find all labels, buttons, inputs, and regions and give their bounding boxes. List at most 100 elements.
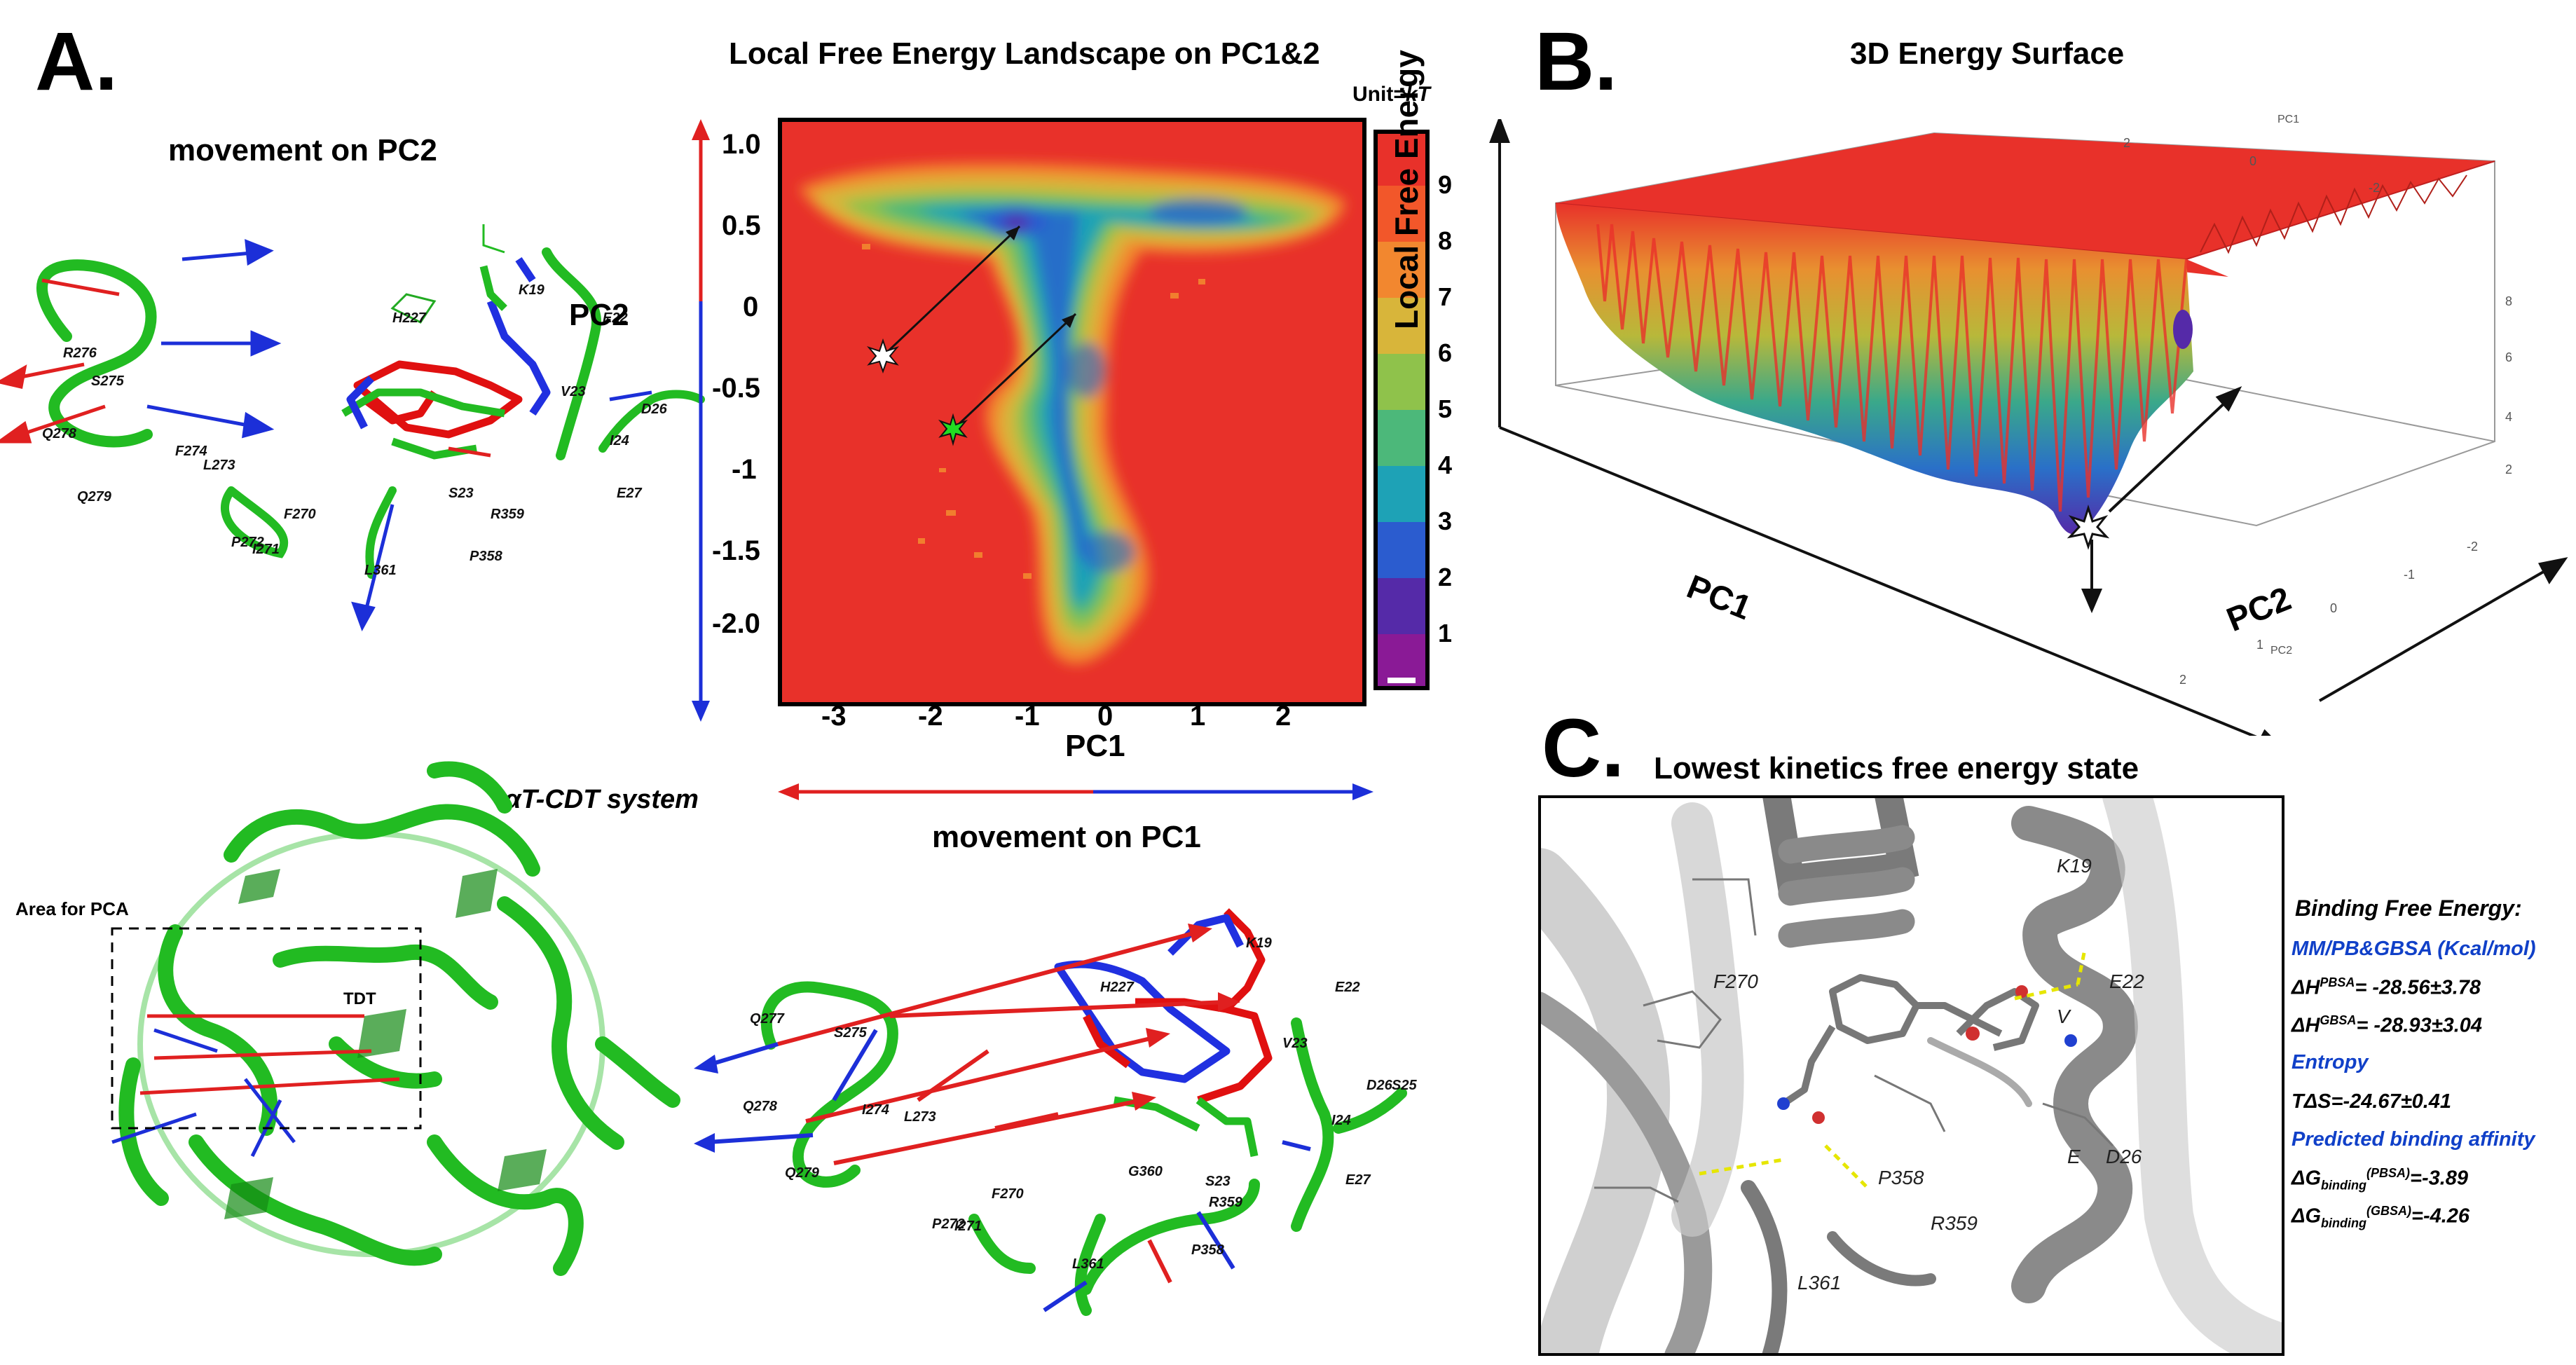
- colorbar-tick-2: 7: [1438, 282, 1453, 311]
- landscape-title: Local Free Energy Landscape on PC1&2: [729, 36, 1320, 71]
- pc2-backbone-right: [542, 247, 602, 460]
- pc2-direction-arrow: [692, 119, 710, 722]
- surface-top-axis-label: PC1: [2277, 114, 2300, 125]
- pc1-residue-2: Q277: [750, 1011, 785, 1027]
- tds-value: TΔS=-24.67±0.41: [2291, 1090, 2452, 1113]
- surface-z-tick-0: 8: [2505, 294, 2513, 308]
- dh-pbsa-prefix: ΔH: [2291, 976, 2320, 999]
- kinetics-residue-3: V: [2057, 1006, 2071, 1027]
- dh-gbsa: ΔHGBSA= -28.93±3.04: [2291, 1013, 2482, 1038]
- dh-pbsa-value: = -28.56±3.78: [2355, 976, 2481, 999]
- pc2-residue-1: K19: [519, 282, 545, 298]
- dg-gbsa-value: =-4.26: [2411, 1205, 2470, 1228]
- colorbar-band-6: [1373, 466, 1430, 523]
- pc2-residue-15: R359: [491, 507, 525, 522]
- colorbar-band-3: [1373, 298, 1430, 355]
- pc1-residue-18: I271: [954, 1219, 982, 1234]
- start-star-green: [938, 413, 968, 446]
- landscape-xtick-5: 2: [1275, 701, 1292, 732]
- colorbar-band-5: [1373, 410, 1430, 467]
- surface-star: [2067, 505, 2110, 550]
- pc2-arrows-blue: [146, 239, 652, 632]
- pc1-residue-0: K19: [1246, 935, 1273, 951]
- landscape-xtick-1: -2: [918, 701, 943, 732]
- pc1-residue-14: F270: [992, 1186, 1024, 1202]
- pc2-residue-12: E27: [617, 486, 642, 501]
- dh-gbsa-value: = -28.93±3.04: [2356, 1014, 2483, 1037]
- landscape-heatmap: [778, 118, 1366, 706]
- pc1-residue-5: V23: [1282, 1036, 1308, 1051]
- landscape-ytick-2: 0: [743, 291, 759, 322]
- colorbar-band-1: [1373, 186, 1430, 242]
- dg-gbsa: ΔGbinding(GBSA)=-4.26: [2291, 1204, 2469, 1230]
- dh-gbsa-prefix: ΔH: [2291, 1014, 2320, 1037]
- pc2-backbone-loop-low: [221, 486, 289, 558]
- colorbar-tick-6: 3: [1438, 507, 1453, 535]
- surface-bottom-axis-label: PC2: [2270, 645, 2293, 657]
- panel-b-letter: B.: [1535, 15, 1617, 108]
- pca-area-label: Area for PCA: [15, 898, 129, 919]
- pc2-residue-16: P272: [231, 535, 264, 550]
- dg-gbsa-sup: (GBSA): [2366, 1204, 2412, 1218]
- colorbar-unit-prefix: Unit=: [1352, 83, 1406, 106]
- pc2-residue-8: L273: [203, 458, 235, 473]
- panel-c-letter: C.: [1542, 702, 1624, 795]
- surface-right-tick-0: -2: [2467, 540, 2479, 554]
- colorbar-baseline: [1388, 678, 1416, 683]
- landscape-ytick-3: -0.5: [712, 373, 760, 404]
- pc1-residue-6: D26: [1366, 1078, 1393, 1093]
- start-star-white: [866, 338, 900, 373]
- movement-pc2-title: movement on PC2: [168, 133, 437, 167]
- entropy-title: Entropy: [2291, 1051, 2369, 1074]
- landscape-xlabel: PC1: [1065, 729, 1125, 763]
- pc2-residue-19: L361: [364, 563, 397, 578]
- pc2-residue-0: R276: [63, 345, 97, 361]
- pc1-residue-9: I274: [862, 1102, 889, 1118]
- surface-z-tick-1: 6: [2505, 350, 2513, 364]
- colorbar-tick-7: 2: [1438, 563, 1453, 591]
- pc1-residue-3: H227: [1100, 980, 1135, 995]
- pc1-residue-13: G360: [1128, 1164, 1163, 1179]
- kinetics-structure: K19 E22 F270 V E D26 P358 R359 L361: [1538, 795, 2284, 1356]
- colorbar-unit: Unit=kT: [1352, 83, 1430, 107]
- pc1-residue-15: S23: [1205, 1174, 1231, 1189]
- colorbar-band-7: [1373, 522, 1430, 579]
- dg-pbsa-sub: binding: [2321, 1178, 2367, 1193]
- kinetics-residue-8: L361: [1797, 1272, 1841, 1294]
- colorbar-tick-1: 8: [1438, 226, 1453, 255]
- predicted-title: Predicted binding affinity: [2291, 1128, 2535, 1151]
- kinetics-residue-5: D26: [2106, 1146, 2142, 1167]
- dg-gbsa-prefix: ΔG: [2291, 1205, 2322, 1228]
- method-label: MM/PB&GBSA (Kcal/mol): [2291, 938, 2536, 960]
- pc2-residue-11: Q279: [77, 489, 112, 505]
- pc1-residue-16: R359: [1209, 1195, 1243, 1210]
- pc1-residue-17: P272: [932, 1216, 965, 1232]
- colorbar-band-2: [1373, 242, 1430, 299]
- dh-pbsa: ΔHPBSA= -28.56±3.78: [2291, 975, 2481, 1000]
- colorbar-tick-4: 5: [1438, 395, 1453, 423]
- surface-z-tick-3: 2: [2505, 462, 2513, 476]
- pc1-movement-illustration: K19 E22 Q277 H227 S275 V23 D26 S25 Q278 …: [694, 908, 1417, 1316]
- pc2-movement-label: PC2: [569, 298, 629, 332]
- pc2-residue-7: V23: [561, 384, 586, 399]
- pc1-residue-7: S25: [1392, 1078, 1417, 1093]
- pc1-residue-10: L273: [904, 1109, 936, 1125]
- dh-pbsa-sup: PBSA: [2320, 975, 2355, 989]
- surface-right-tick-3: 1: [2256, 638, 2264, 652]
- pc1-residue-8: Q278: [743, 1099, 778, 1114]
- tdt-label: TDT: [343, 989, 376, 1008]
- landscape-xtick-2: -1: [1015, 701, 1040, 732]
- pc1-residue-19: E27: [1345, 1172, 1371, 1188]
- kinetics-residue-2: F270: [1713, 970, 1758, 992]
- pc2-residue-18: P358: [470, 549, 503, 564]
- dg-pbsa-value: =-3.89: [2410, 1167, 2469, 1190]
- colorbar-band-8: [1373, 578, 1430, 635]
- pc2-residue-5: Q278: [42, 426, 77, 441]
- dh-gbsa-sup: GBSA: [2320, 1013, 2357, 1027]
- pc2-sidechain-lower: [365, 486, 397, 579]
- surface-z-tick-2: 4: [2505, 410, 2513, 424]
- colorbar: [1373, 130, 1430, 690]
- kinetics-residue-0: K19: [2057, 855, 2092, 877]
- kinetics-residue-7: R359: [1931, 1212, 1978, 1234]
- dg-pbsa-prefix: ΔG: [2291, 1167, 2322, 1190]
